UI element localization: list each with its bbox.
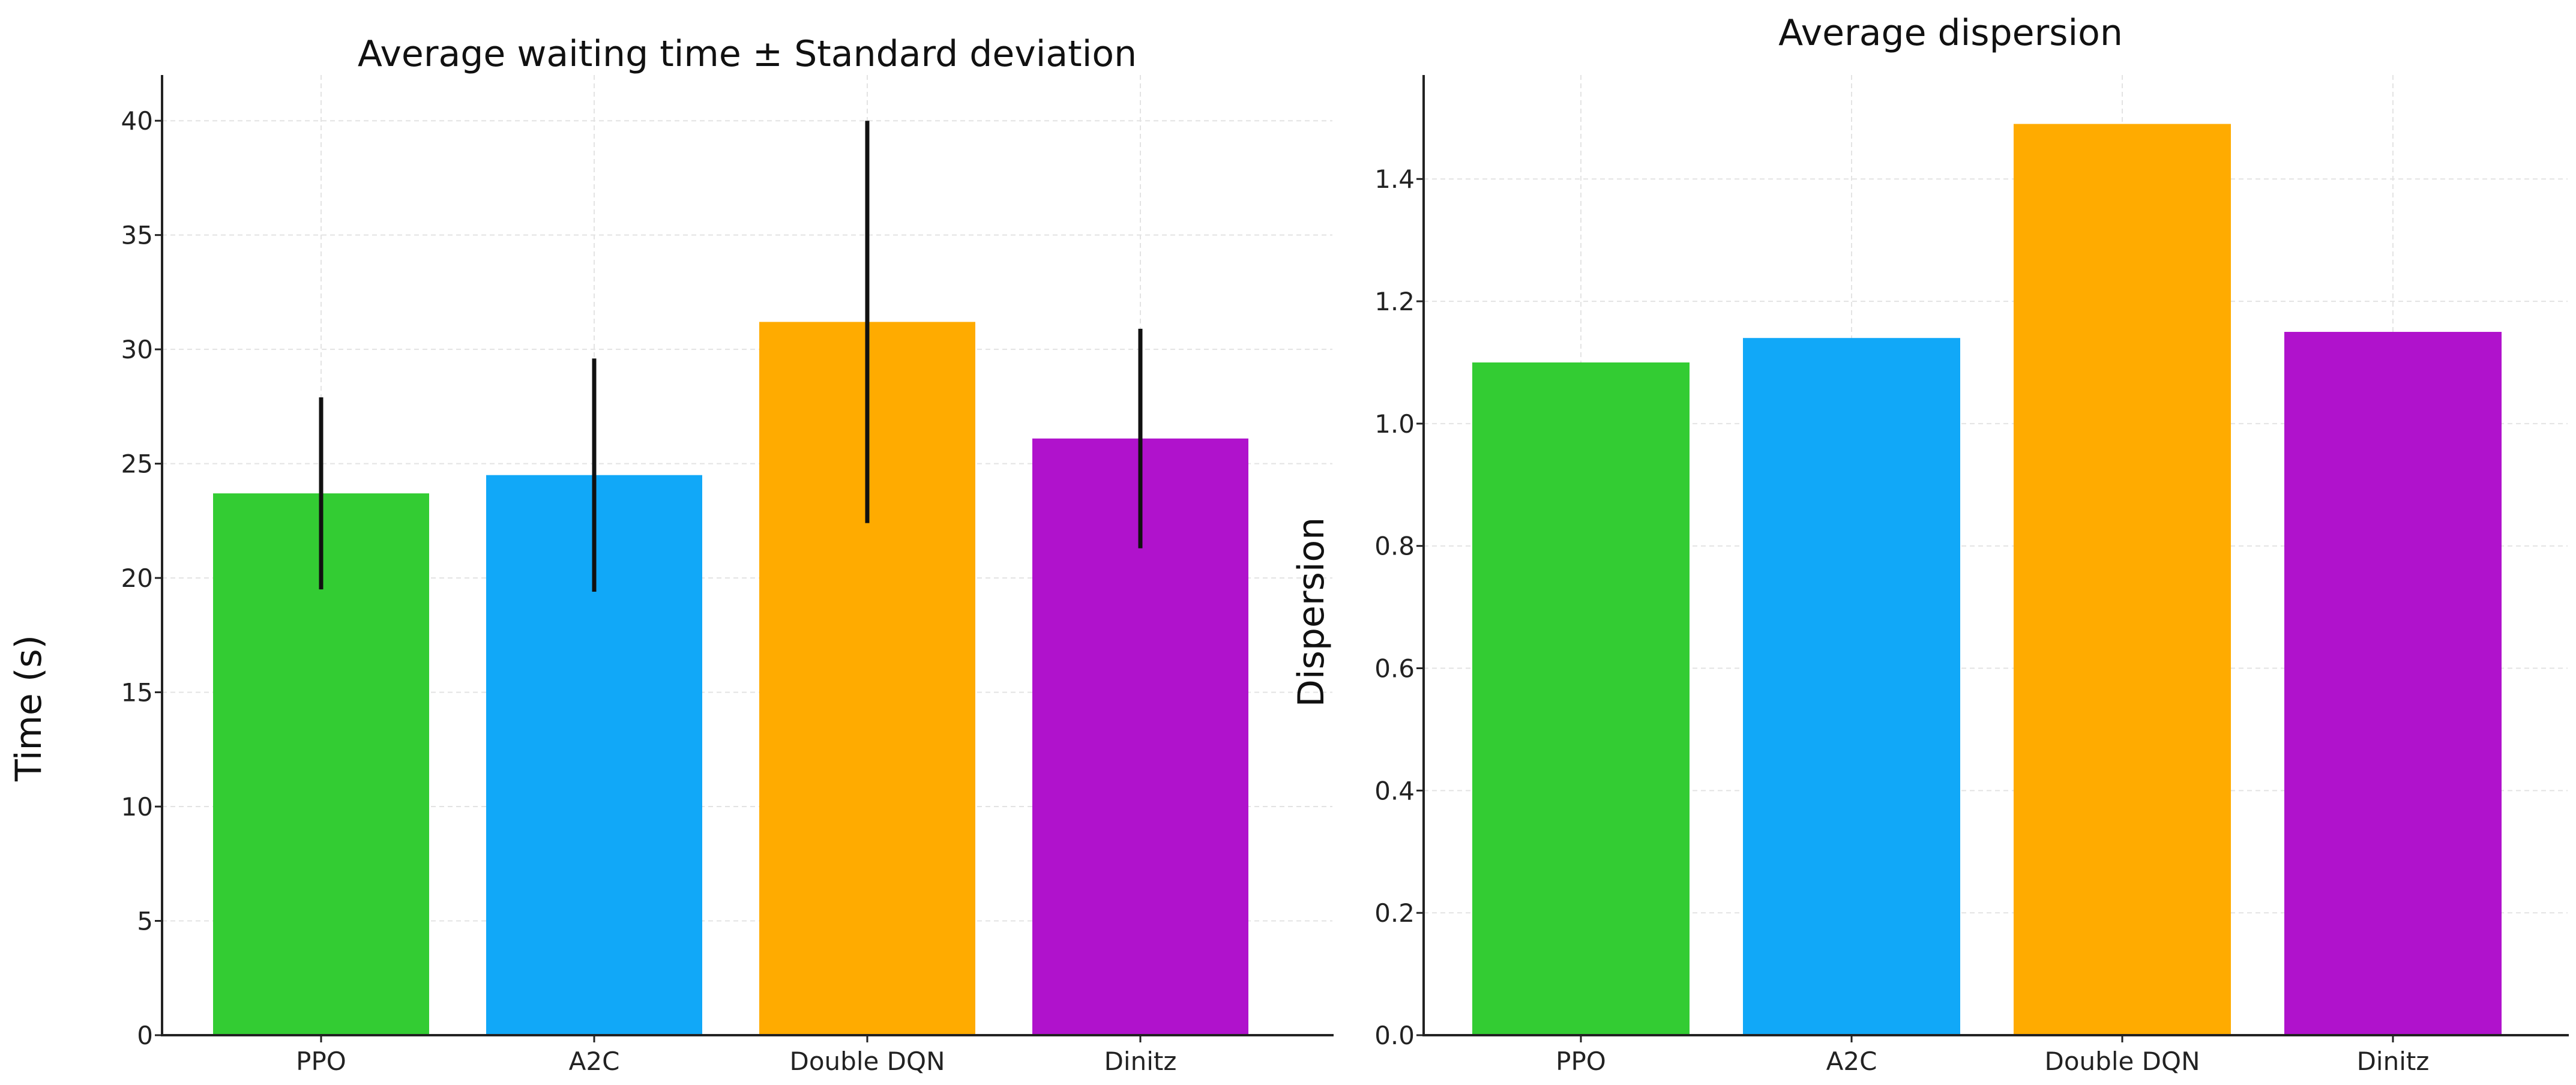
chart-title: Average waiting time ± Standard deviatio… [358,33,1137,75]
x-tick-label: Dinitz [1104,1047,1177,1076]
x-tick-label: Double DQN [2045,1047,2200,1076]
y-tick-label: 30 [121,335,153,364]
y-axis-label: Time (s) [8,635,50,782]
y-tick-label: 40 [121,106,153,136]
y-ticks: 0.0 0.2 0.4 0.6 0.8 1.0 1.2 1.4 [1374,164,1424,1050]
y-tick-label: 0.2 [1374,898,1415,928]
bars [1472,124,2502,1036]
x-tick-label: Dinitz [2357,1047,2430,1076]
y-tick-label: 0.8 [1374,532,1415,561]
x-tick-label: A2C [569,1047,620,1076]
bar-a2c [1743,338,1960,1035]
y-tick-label: 1.4 [1374,164,1415,194]
chart-title: Average dispersion [1778,12,2123,54]
y-tick-label: 5 [137,907,153,936]
waiting-time-chart: Average waiting time ± Standard deviatio… [8,33,1334,1076]
bars [213,322,1248,1035]
bar-double-dqn [2014,124,2231,1035]
y-tick-label: 0 [137,1021,153,1050]
y-tick-label: 25 [121,449,153,479]
y-ticks: 0 5 10 15 20 25 30 35 40 [121,106,162,1050]
y-tick-label: 1.2 [1374,287,1415,316]
x-tick-label: PPO [1556,1047,1606,1076]
bar-ppo [1472,362,1690,1035]
dispersion-chart: Average dispersion Dispersion 0.00.20.40… [1290,12,2569,1076]
bar-dinitz [2284,332,2502,1036]
x-ticks: PPO A2C Double DQN Dinitz [296,1035,1176,1076]
x-tick-label: PPO [296,1047,346,1076]
y-axis-label: Dispersion [1290,517,1332,707]
y-tick-label: 20 [121,564,153,593]
y-tick-label: 0.4 [1374,776,1415,805]
error-bars [319,121,1143,592]
y-tick-label: 35 [121,221,153,250]
x-tick-label: Double DQN [790,1047,945,1076]
x-ticks: PPO A2C Double DQN Dinitz [1556,1035,2429,1076]
y-tick-label: 15 [121,678,153,708]
y-tick-label: 0.6 [1374,654,1415,684]
y-tick-label: 10 [121,792,153,822]
y-tick-label: 0.0 [1374,1021,1415,1050]
x-tick-label: A2C [1826,1047,1877,1076]
y-tick-label: 1.0 [1374,409,1415,439]
